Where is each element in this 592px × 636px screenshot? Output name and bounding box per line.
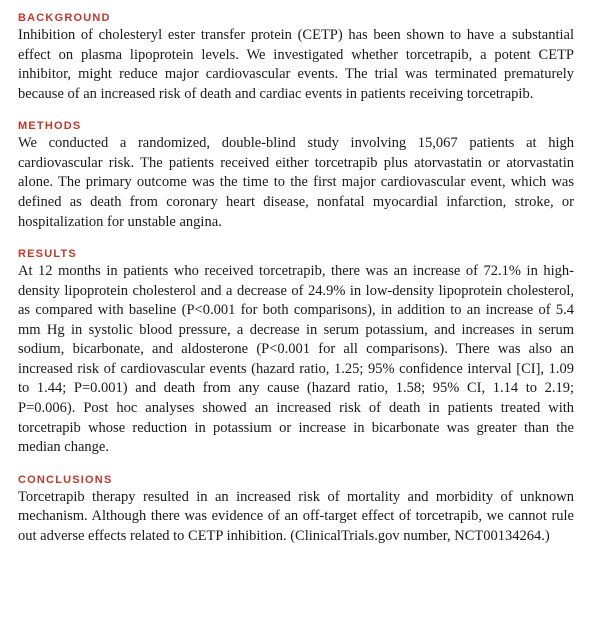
- methods-heading: METHODS: [18, 120, 574, 132]
- results-body: At 12 months in patients who received to…: [18, 262, 574, 458]
- conclusions-body: Torcetrapib therapy resulted in an incre…: [18, 488, 574, 547]
- results-heading: RESULTS: [18, 248, 574, 260]
- background-heading: BACKGROUND: [18, 12, 574, 24]
- methods-body: We conducted a randomized, double-blind …: [18, 134, 574, 232]
- conclusions-heading: CONCLUSIONS: [18, 474, 574, 486]
- background-body: Inhibition of cholesteryl ester transfer…: [18, 26, 574, 104]
